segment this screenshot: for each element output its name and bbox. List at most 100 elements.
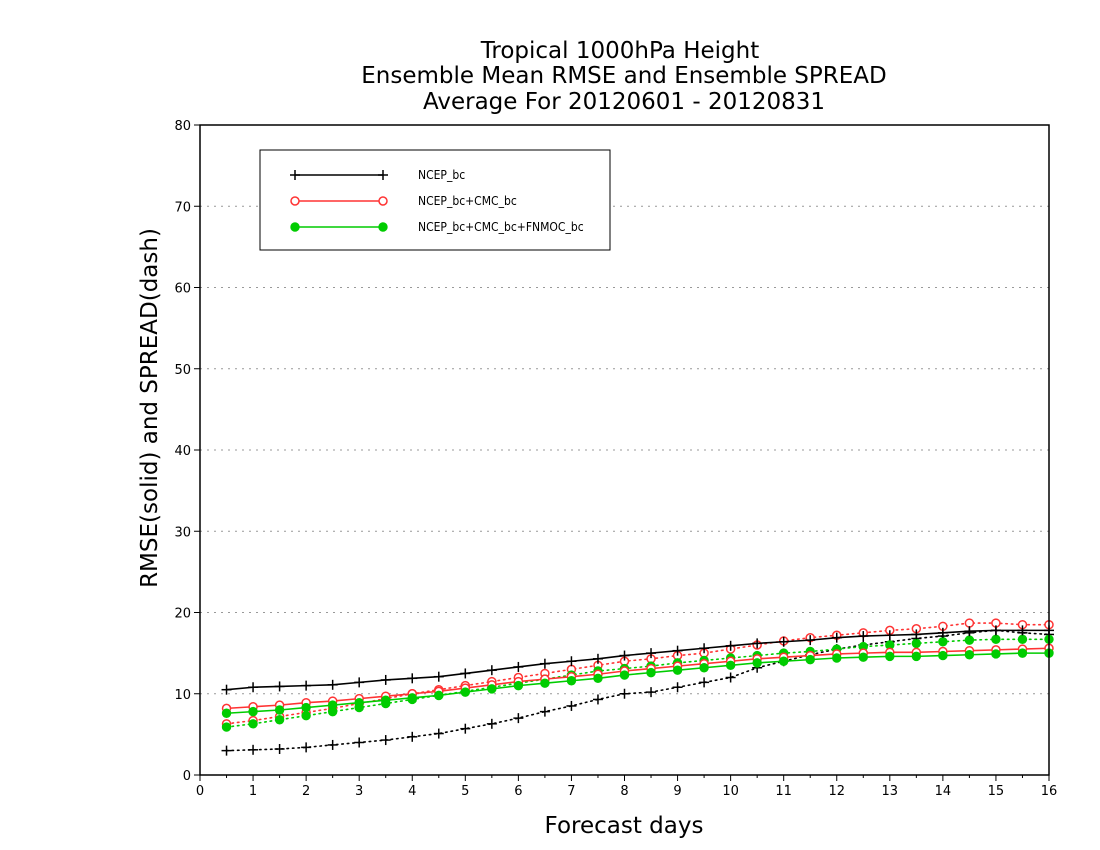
spread-point [1017, 634, 1028, 645]
spread-point [248, 719, 258, 729]
rmse-point [354, 697, 364, 708]
rmse-point [619, 650, 630, 661]
x-tick-label: 9 [673, 784, 681, 799]
rmse-point [937, 627, 948, 638]
x-axis-label: Forecast days [545, 813, 704, 839]
rmse-point [301, 702, 311, 713]
chart-title-line-1: Tropical 1000hPa Height [480, 38, 760, 64]
series-rmse-1 [221, 625, 1054, 695]
rmse-point [274, 705, 285, 715]
x-tick-label: 14 [935, 784, 952, 799]
legend-item: NCEP_bc+CMC_bc+FNMOC_bc [290, 220, 584, 234]
rmse-point [938, 650, 948, 661]
x-tick-label: 15 [988, 784, 1005, 799]
spread-point [274, 744, 285, 754]
spread-point [619, 688, 630, 699]
spread-point [327, 739, 338, 750]
spread-point [221, 745, 232, 756]
rmse-point [274, 681, 285, 692]
rmse-point [221, 684, 232, 695]
rmse-point [486, 665, 497, 676]
spread-point [513, 713, 524, 724]
x-tick-label: 10 [722, 784, 739, 799]
rmse-point [539, 658, 550, 669]
rmse-point [646, 648, 657, 659]
spread-point [380, 735, 391, 746]
rmse-point [619, 670, 630, 680]
legend: NCEP_bc NCEP_bc+CMC_bc NCEP_bc+CMC_bc+FNMO… [259, 149, 611, 251]
rmse-line [226, 629, 1049, 691]
rmse-point [540, 678, 550, 688]
rmse-point [248, 682, 259, 693]
x-tick-label: 12 [828, 784, 845, 799]
rmse-point [911, 629, 922, 640]
rmse-point [248, 706, 258, 717]
legend-marker [378, 196, 388, 206]
spread-point [248, 744, 259, 755]
rmse-point [832, 653, 842, 663]
spread-line [225, 629, 1050, 752]
rmse-point [592, 653, 603, 664]
rmse-point [805, 635, 816, 646]
y-tick-label: 60 [174, 282, 191, 297]
rmse-point [725, 640, 736, 651]
chart-title-line-3: Average For 20120601 - 20120831 [423, 89, 825, 115]
x-tick-label: 6 [514, 784, 522, 799]
x-tick-label: 11 [775, 784, 792, 799]
legend-marker [290, 222, 300, 232]
y-axis-label: RMSE(solid) and SPREAD(dash) [137, 228, 163, 588]
x-tick-label: 3 [355, 784, 363, 799]
rmse-point [566, 656, 577, 667]
y-tick-label: 20 [174, 607, 191, 622]
rmse-point [354, 677, 365, 688]
x-tick-label: 7 [567, 784, 575, 799]
rmse-point [460, 687, 471, 697]
rmse-point [566, 676, 577, 686]
rmse-point [911, 651, 922, 662]
spread-point [274, 715, 285, 725]
rmse-point [381, 695, 391, 705]
spread-point [592, 694, 603, 705]
rmse-point [990, 625, 1001, 636]
rmse-point [778, 656, 789, 666]
x-tick-label: 8 [620, 784, 628, 799]
rmse-point [778, 636, 789, 647]
rmse-line [226, 647, 1050, 710]
series-spread-1 [221, 625, 1054, 756]
rmse-point [672, 665, 683, 675]
spread-point [991, 634, 1001, 645]
rmse-point [805, 654, 815, 665]
rmse-point [460, 668, 471, 679]
rmse-point [1017, 625, 1028, 636]
rmse-point [513, 680, 524, 691]
legend-marker [290, 170, 300, 180]
spread-point [911, 638, 922, 649]
rmse-point [884, 630, 895, 641]
y-tick-label: 40 [174, 444, 191, 459]
spread-point [566, 700, 577, 711]
rmse-point [964, 650, 975, 660]
legend-marker [378, 170, 388, 180]
spread-point [301, 742, 312, 753]
rmse-point [752, 658, 762, 668]
spread-point [486, 718, 497, 729]
y-tick-label: 10 [174, 688, 191, 703]
rmse-point [513, 661, 524, 672]
rmse-point [858, 652, 868, 662]
legend-marker [290, 196, 300, 206]
x-tick-label: 1 [249, 784, 257, 799]
x-tick-label: 5 [461, 784, 469, 799]
rmse-point [991, 649, 1001, 659]
legend-label: NCEP_bc+CMC_bc [418, 194, 517, 208]
spread-point [221, 722, 232, 732]
rmse-point [407, 673, 418, 684]
legend-item: NCEP_bc [290, 168, 465, 182]
spread-point [964, 618, 975, 628]
rmse-point [221, 708, 232, 718]
x-tick-label: 2 [302, 784, 310, 799]
spread-point [672, 682, 683, 693]
rmse-point [858, 631, 869, 642]
series-layer [221, 618, 1054, 756]
x-tick-label: 13 [882, 784, 899, 799]
